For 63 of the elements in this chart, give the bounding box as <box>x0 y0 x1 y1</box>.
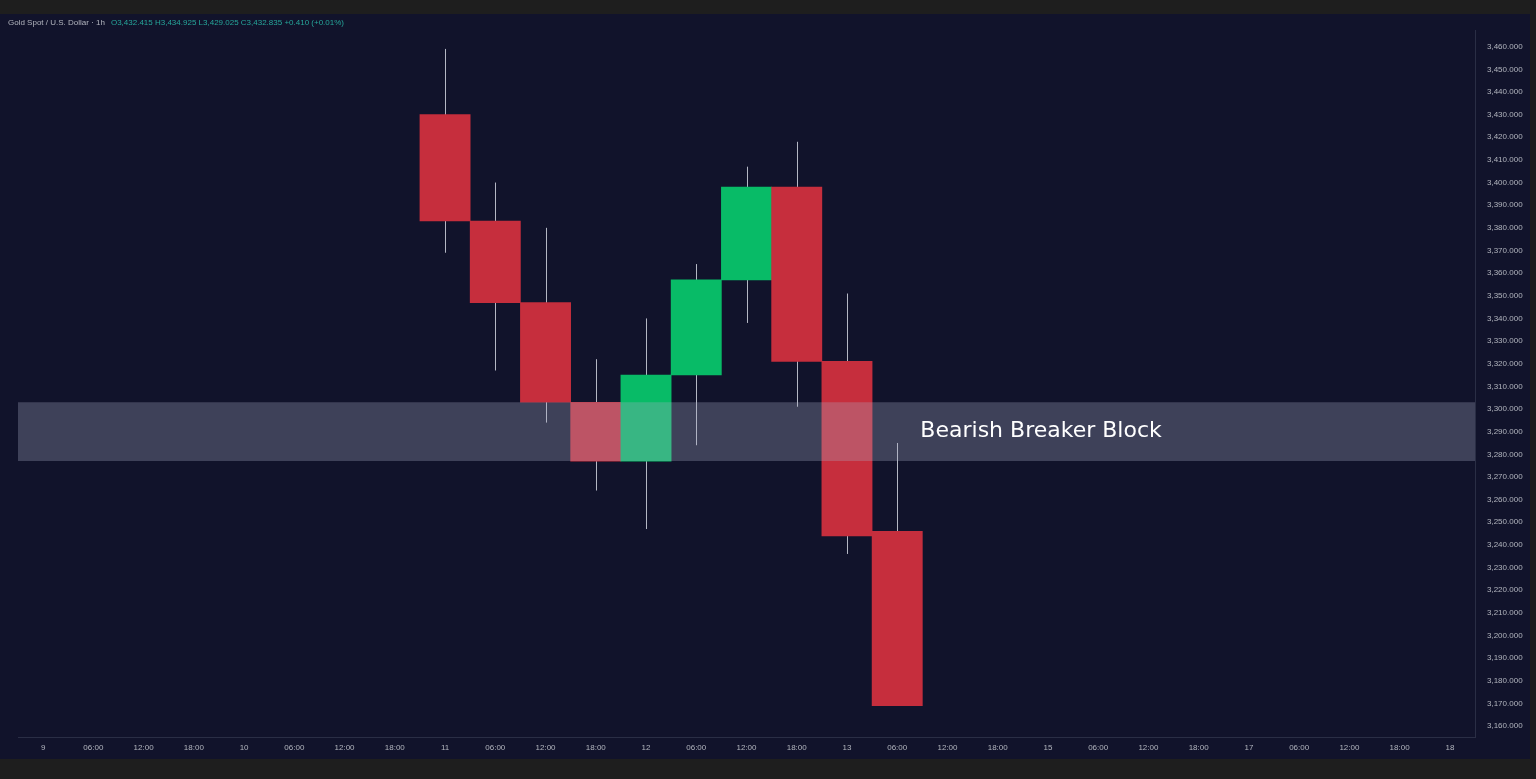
y-tick-label: 3,290.000 <box>1487 426 1524 436</box>
y-tick-label: 3,330.000 <box>1487 336 1524 346</box>
x-tick-label: 12:00 <box>334 743 356 753</box>
y-tick-label: 3,220.000 <box>1487 585 1524 595</box>
x-tick-label: 06:00 <box>887 743 908 753</box>
y-tick-label: 3,200.000 <box>1487 630 1524 640</box>
x-tick-label: 18 <box>1445 743 1455 753</box>
x-tick-label: 06:00 <box>485 743 506 753</box>
x-tick-label: 12 <box>641 743 652 753</box>
x-tick-label: 18:00 <box>786 743 808 753</box>
y-tick-label: 3,370.000 <box>1487 245 1524 255</box>
y-tick-label: 3,380.000 <box>1487 223 1524 233</box>
x-tick-label: 9 <box>40 743 46 753</box>
y-tick-label: 3,230.000 <box>1487 562 1524 572</box>
x-tick-label: 10 <box>239 743 250 753</box>
chart-title: Gold Spot / U.S. Dollar · 1h <box>8 18 105 27</box>
x-tick-label: 11 <box>440 743 450 753</box>
band-label: Bearish Breaker Block <box>920 417 1162 443</box>
y-tick-label: 3,240.000 <box>1487 540 1524 550</box>
x-tick-label: 13 <box>842 743 852 753</box>
y-tick-label: 3,350.000 <box>1487 290 1524 300</box>
y-tick-label: 3,270.000 <box>1487 472 1524 482</box>
x-tick-label: 18:00 <box>585 743 607 753</box>
chart-subtitle: O3,432.415 H3,434.925 L3,429.025 C3,432.835 +0.410 (+0.01%) <box>110 18 345 27</box>
y-tick-label: 3,300.000 <box>1487 404 1524 414</box>
x-tick-label: 18:00 <box>183 743 205 753</box>
x-tick-label: 12:00 <box>736 743 758 753</box>
x-tick-label: 06:00 <box>1289 743 1310 753</box>
y-tick-label: 3,390.000 <box>1487 200 1524 210</box>
y-tick-label: 3,430.000 <box>1487 109 1524 119</box>
x-tick-label: 12:00 <box>1339 743 1360 753</box>
x-tick-label: 18:00 <box>1188 743 1210 753</box>
y-tick-label: 3,250.000 <box>1487 517 1524 527</box>
x-tick-label: 12:00 <box>937 743 959 753</box>
y-tick-label: 3,170.000 <box>1487 698 1524 708</box>
x-tick-label: 18:00 <box>1389 743 1411 753</box>
y-tick-label: 3,260.000 <box>1487 494 1524 504</box>
x-tick-label: 06:00 <box>284 743 305 753</box>
x-tick-label: 12:00 <box>535 743 557 753</box>
y-tick-label: 3,340.000 <box>1487 313 1524 323</box>
y-tick-label: 3,320.000 <box>1487 358 1524 368</box>
x-tick-label: 18:00 <box>987 743 1009 753</box>
y-tick-label: 3,400.000 <box>1487 177 1524 187</box>
y-tick-label: 3,180.000 <box>1487 675 1524 685</box>
y-tick-label: 3,190.000 <box>1487 653 1524 663</box>
y-tick-label: 3,440.000 <box>1487 87 1524 97</box>
y-tick-label: 3,360.000 <box>1487 268 1524 278</box>
y-tick-label: 3,280.000 <box>1487 449 1524 459</box>
x-tick-label: 18:00 <box>384 743 406 753</box>
x-tick-label: 12:00 <box>133 743 155 753</box>
y-tick-label: 3,420.000 <box>1487 132 1524 142</box>
x-tick-label: 17 <box>1244 743 1254 753</box>
x-tick-label: 06:00 <box>1088 743 1109 753</box>
x-tick-label: 06:00 <box>686 743 707 753</box>
x-tick-label: 12:00 <box>1138 743 1159 753</box>
x-tick-label: 15 <box>1043 743 1053 753</box>
x-tick-label: 06:00 <box>83 743 104 753</box>
y-tick-label: 3,460.000 <box>1487 41 1524 51</box>
y-tick-label: 3,450.000 <box>1487 64 1524 74</box>
y-tick-label: 3,310.000 <box>1487 381 1524 391</box>
y-tick-label: 3,210.000 <box>1487 608 1524 618</box>
y-tick-label: 3,410.000 <box>1487 155 1524 165</box>
y-tick-label: 3,160.000 <box>1487 721 1524 731</box>
